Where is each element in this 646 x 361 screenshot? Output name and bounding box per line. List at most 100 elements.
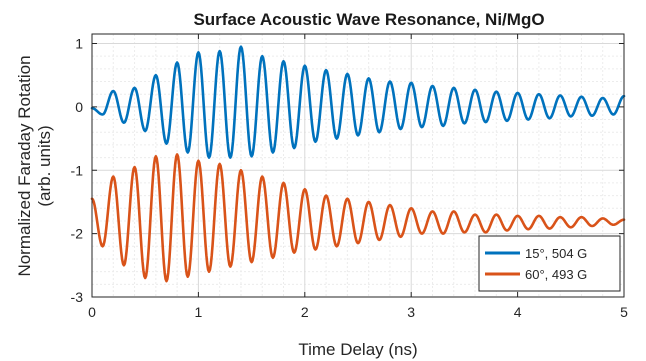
series-1-point [548,117,551,120]
series-1-point [314,140,317,143]
series-1-point [197,51,200,54]
series-1-point [240,45,242,48]
series-1-point [442,125,444,127]
series-1-point [474,88,476,91]
series-2-point [261,175,264,178]
series-1-point [357,134,359,137]
x-axis-label: Time Delay (ns) [298,340,417,359]
series-2-point [176,153,178,156]
y-tick-label: -1 [71,162,84,178]
legend: 15°, 504 G 60°, 493 G [478,235,621,292]
series-1-point [410,82,413,84]
series-1-point [484,121,487,123]
series-1-point [570,115,572,118]
series-2-point [463,231,466,234]
series-2-point [506,229,508,232]
series-1-point [399,128,402,130]
x-tick-label: 4 [514,304,522,320]
series-2-point [538,215,540,217]
series-layer [90,45,626,283]
series-1-point [250,155,253,158]
series-2-point [123,264,125,267]
series-1-point [304,64,306,67]
series-1-point [165,142,168,145]
series-2-point [389,204,391,206]
series-2-point [580,216,583,218]
series-2-point [208,270,210,273]
series-2-point [325,194,327,197]
chart-title: Surface Acoustic Wave Resonance, Ni/MgO [193,10,544,29]
series-1-point [101,113,104,116]
series-1-point [538,93,540,95]
series-2-point [250,261,253,263]
y-axis-label-line-2: (arb. units) [35,125,54,206]
series-2-point [144,277,146,279]
series-1-point [293,147,295,149]
series-2-point [612,223,615,226]
series-2-point [410,207,413,210]
series-1-point [612,113,615,116]
x-tick-label: 1 [195,304,203,320]
series-1-point [133,87,136,89]
series-1-point [527,118,530,121]
series-2-point [421,232,423,235]
series-2-point [570,226,572,229]
series-2-point [240,169,242,172]
x-tick-label: 3 [407,304,415,320]
series-1-point [346,73,349,75]
series-2-point [559,216,561,218]
y-tick-label: -3 [71,289,84,305]
series-2-point [335,245,338,248]
series-1-point [367,77,370,80]
series-1-point [421,126,423,128]
y-tick-label: -2 [71,226,84,242]
series-1-point [580,95,583,98]
series-1-point [208,156,210,159]
series-1-point [452,87,455,89]
series-2-point [346,197,349,200]
x-tick-label: 0 [88,304,96,320]
series-1-point [112,90,115,92]
series-1-point [176,61,178,64]
series-2-point [229,265,232,268]
series-2-point [357,242,359,244]
series-2-point [601,217,604,220]
series-2-point [165,280,168,282]
series-2-point [101,245,104,248]
series-1-point [431,85,434,87]
series-1-point [378,131,381,134]
series-2-point [548,227,551,230]
series-2-point [304,188,306,191]
series-2-point [452,210,455,213]
series-2-point [431,210,434,213]
series-2-point [155,155,157,158]
series-1-point [272,151,274,154]
series-1-point [218,50,221,52]
series-2-point [495,213,498,216]
legend-label-series-2: 60°, 493 G [525,267,587,282]
series-1-point [591,114,593,117]
series-1-point [601,97,604,99]
series-1-point [325,69,327,71]
series-1-point [123,121,125,124]
series-2-point [399,236,402,238]
series-2-point [218,163,221,165]
series-1-point [389,80,391,83]
series-1-point [144,130,146,132]
series-1-point [463,122,466,125]
series-2-point [378,239,381,241]
series-2-point [591,225,593,227]
series-2-point [484,231,487,234]
y-tick-label: 0 [75,99,83,115]
series-1-point [229,156,232,159]
series-1-point [559,94,561,97]
series-2-point [527,228,530,230]
legend-box [478,235,621,292]
series-2-point [272,256,274,259]
legend-label-series-1: 15°, 504 G [525,246,587,261]
x-tick-label: 2 [301,304,309,320]
series-2-point [293,251,295,254]
series-2-point [314,248,317,251]
x-tick-label: 5 [620,304,628,320]
